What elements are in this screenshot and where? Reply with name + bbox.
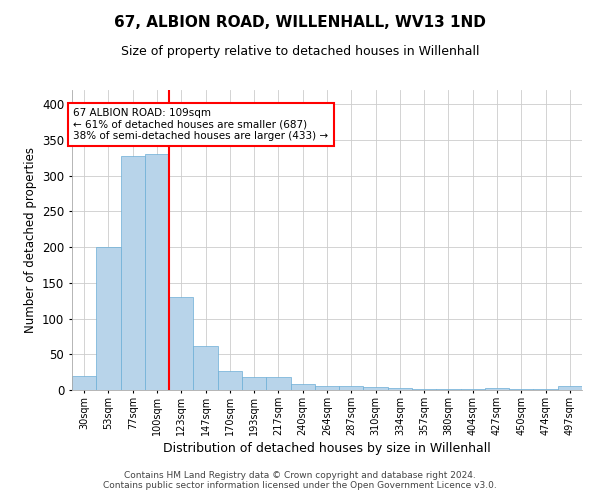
Bar: [364, 387, 388, 390]
Bar: [218, 370, 242, 390]
Text: Size of property relative to detached houses in Willenhall: Size of property relative to detached ho…: [121, 45, 479, 58]
Bar: [145, 154, 169, 390]
Bar: [72, 376, 96, 390]
Bar: [315, 386, 339, 390]
Bar: [558, 386, 582, 390]
Bar: [436, 388, 461, 390]
Bar: [96, 247, 121, 390]
Y-axis label: Number of detached properties: Number of detached properties: [23, 147, 37, 333]
Bar: [388, 388, 412, 390]
Bar: [121, 156, 145, 390]
Bar: [193, 346, 218, 390]
Bar: [242, 377, 266, 390]
X-axis label: Distribution of detached houses by size in Willenhall: Distribution of detached houses by size …: [163, 442, 491, 455]
Bar: [412, 388, 436, 390]
Text: 67, ALBION ROAD, WILLENHALL, WV13 1ND: 67, ALBION ROAD, WILLENHALL, WV13 1ND: [114, 15, 486, 30]
Bar: [290, 384, 315, 390]
Bar: [485, 388, 509, 390]
Text: Contains HM Land Registry data © Crown copyright and database right 2024.
Contai: Contains HM Land Registry data © Crown c…: [103, 470, 497, 490]
Bar: [266, 377, 290, 390]
Bar: [339, 386, 364, 390]
Text: 67 ALBION ROAD: 109sqm
← 61% of detached houses are smaller (687)
38% of semi-de: 67 ALBION ROAD: 109sqm ← 61% of detached…: [73, 108, 328, 141]
Bar: [169, 297, 193, 390]
